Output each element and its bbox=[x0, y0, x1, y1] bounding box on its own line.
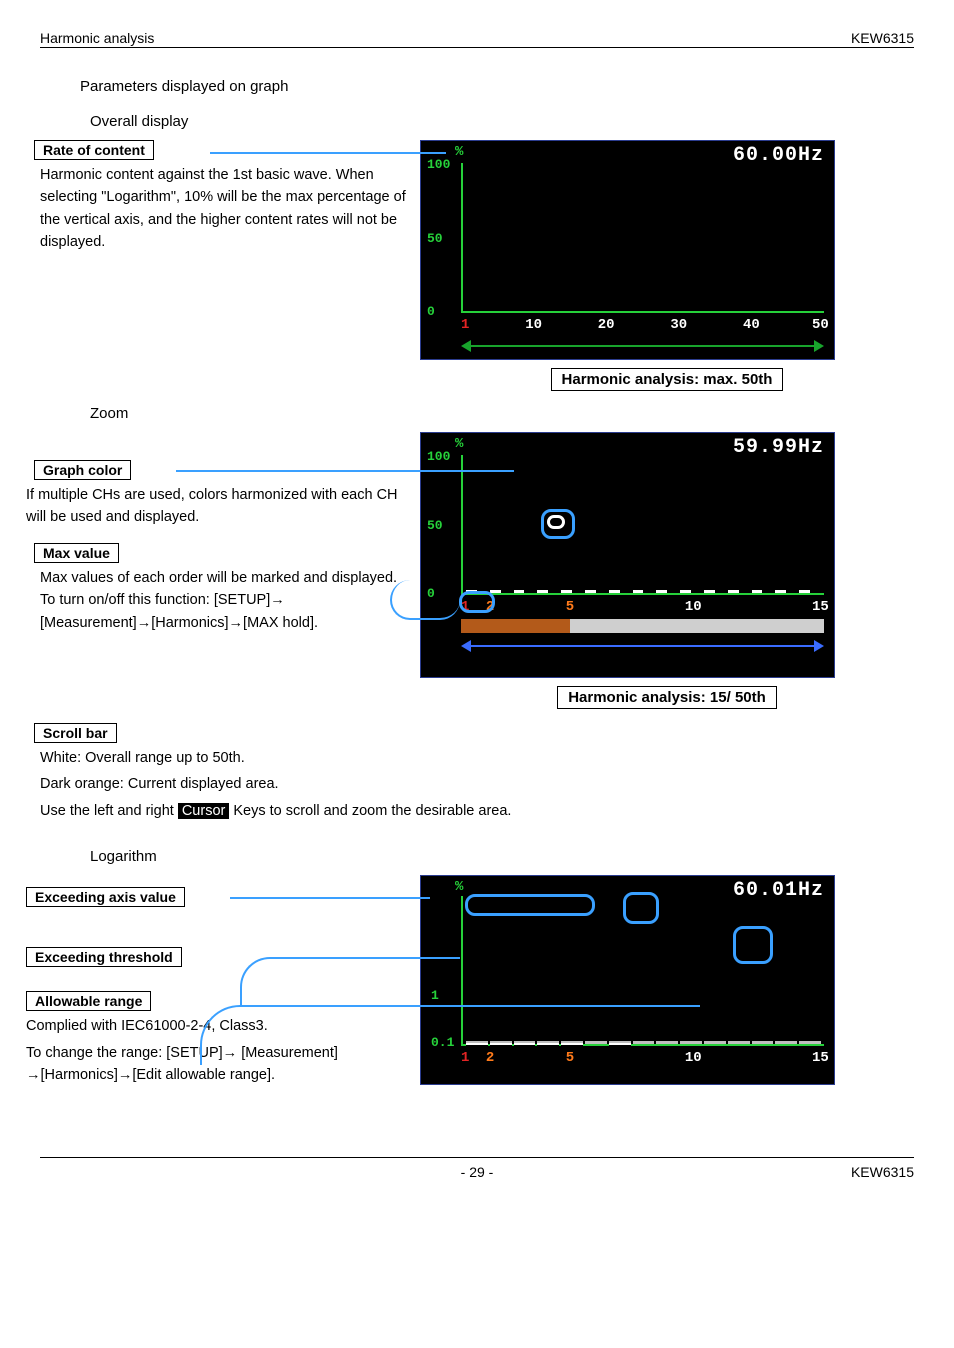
allowable-range-label: Allowable range bbox=[26, 991, 151, 1011]
page-title: Parameters displayed on graph bbox=[80, 78, 914, 95]
pct-symbol: % bbox=[455, 144, 463, 160]
graph-color-desc: If multiple CHs are used, colors harmoni… bbox=[26, 484, 410, 529]
cursor-chip: Cursor bbox=[178, 803, 230, 819]
overall-chart: % 60.00Hz 100 50 0 11020304050 bbox=[420, 140, 835, 360]
log-heading: Logarithm bbox=[90, 848, 914, 865]
page-header: Harmonic analysis KEW6315 bbox=[40, 30, 914, 48]
zoom-bars bbox=[463, 455, 824, 593]
zoom-range-arrow bbox=[461, 639, 824, 653]
overall-range-arrow bbox=[461, 339, 824, 353]
ytick-0: 0 bbox=[427, 304, 435, 319]
page-number: - 29 - bbox=[461, 1164, 494, 1180]
graph-color-label: Graph color bbox=[34, 460, 131, 480]
zoom-chart: % 59.99Hz 100 50 0 1251015 bbox=[420, 432, 835, 678]
max-value-desc: Max values of each order will be marked … bbox=[40, 567, 410, 634]
exceed-axis-label: Exceeding axis value bbox=[26, 887, 185, 907]
pct-symbol: % bbox=[455, 879, 463, 895]
rate-of-content-desc: Harmonic content against the 1st basic w… bbox=[40, 164, 410, 254]
header-right: KEW6315 bbox=[851, 30, 914, 46]
pct-symbol: % bbox=[455, 436, 463, 452]
zoom-xaxis: 1251015 bbox=[461, 599, 824, 617]
scroll-line3: Use the left and right Cursor Keys to sc… bbox=[40, 800, 914, 822]
zoom-caption: Harmonic analysis: 15/ 50th bbox=[557, 686, 777, 709]
zoom-plot: 100 50 0 bbox=[461, 455, 824, 595]
overall-xaxis: 11020304050 bbox=[461, 317, 824, 335]
header-left: Harmonic analysis bbox=[40, 30, 154, 46]
rate-of-content-label: Rate of content bbox=[34, 140, 154, 160]
ytick-50: 50 bbox=[427, 231, 443, 246]
ytick-100: 100 bbox=[427, 449, 450, 464]
ytick-100: 100 bbox=[427, 157, 450, 172]
page-footer: - 29 - KEW6315 bbox=[40, 1157, 914, 1180]
overall-heading: Overall display bbox=[90, 113, 914, 130]
zoom-heading: Zoom bbox=[90, 405, 914, 422]
zoom-scroll-range bbox=[461, 619, 570, 633]
scroll-line3-b: Keys to scroll and zoom the desirable ar… bbox=[229, 803, 511, 819]
scroll-line3-a: Use the left and right bbox=[40, 803, 178, 819]
ytick-50: 50 bbox=[427, 518, 443, 533]
scroll-line1: White: Overall range up to 50th. bbox=[40, 747, 914, 769]
zoom-scrollbar[interactable] bbox=[461, 619, 824, 633]
overall-caption: Harmonic analysis: max. 50th bbox=[551, 368, 784, 391]
scroll-bar-label: Scroll bar bbox=[34, 723, 117, 743]
overall-bars bbox=[463, 163, 824, 311]
footer-right: KEW6315 bbox=[851, 1164, 914, 1180]
exceed-threshold-label: Exceeding threshold bbox=[26, 947, 182, 967]
max-value-label: Max value bbox=[34, 543, 119, 563]
scroll-line2: Dark orange: Current displayed area. bbox=[40, 773, 914, 795]
overall-plot: 100 50 0 bbox=[461, 163, 824, 313]
